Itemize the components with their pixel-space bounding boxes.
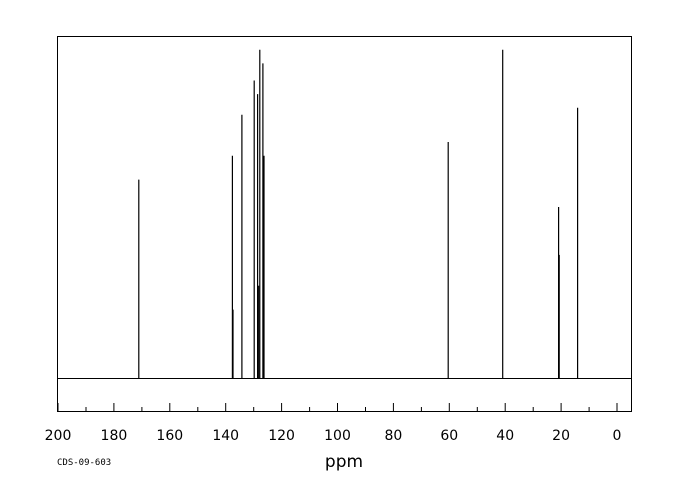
tick-label-160: 160 [156,428,183,444]
tick-label-100: 100 [324,428,351,444]
x-axis-tick-labels: 200 180 160 140 120 100 80 60 40 20 0 [45,428,622,444]
spectrum-code-label: CDS-09-603 [57,458,111,468]
peaks [138,49,579,378]
tick-label-140: 140 [212,428,239,444]
plot-frame [57,36,632,412]
x-axis-ticks [57,403,618,411]
tick-label-0: 0 [613,428,622,444]
tick-label-40: 40 [496,428,514,444]
tick-label-20: 20 [552,428,570,444]
x-axis-title: ppm [325,452,363,472]
tick-label-180: 180 [101,428,128,444]
tick-label-80: 80 [384,428,402,444]
tick-label-200: 200 [45,428,72,444]
tick-label-120: 120 [268,428,295,444]
tick-label-60: 60 [440,428,458,444]
